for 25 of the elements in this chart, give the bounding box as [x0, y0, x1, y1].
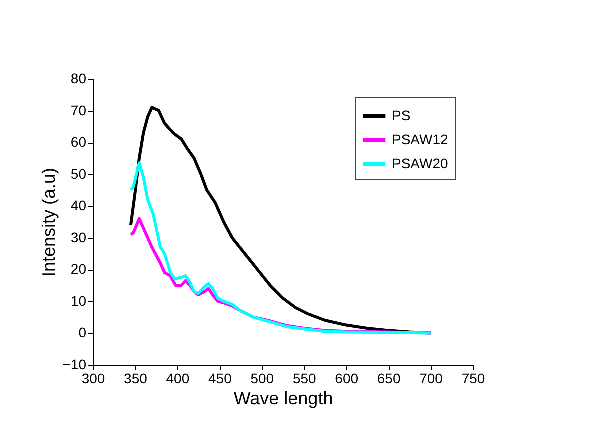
y-tick-label: 60: [70, 134, 87, 150]
x-tick-label: 650: [377, 370, 401, 386]
x-tick-label: 500: [250, 370, 274, 386]
x-tick-label: 400: [166, 370, 190, 386]
legend-label: PSAW20: [392, 156, 448, 172]
legend-label: PS: [392, 108, 411, 124]
y-tick-label: 40: [70, 198, 87, 214]
legend-label: PSAW12: [392, 132, 448, 148]
y-tick-label: 50: [70, 166, 87, 182]
y-tick-label: 10: [70, 292, 87, 309]
x-tick-label: 450: [208, 370, 232, 386]
x-tick-label: 750: [462, 370, 486, 386]
x-tick-label: 700: [420, 370, 444, 386]
y-tick-label: 30: [70, 229, 87, 246]
y-tick-label: −10: [62, 356, 87, 372]
y-tick-label: 80: [70, 70, 87, 86]
x-tick-label: 600: [335, 370, 359, 386]
x-tick-label: 550: [292, 370, 317, 386]
y-axis-title: Intensity (a.u): [38, 168, 59, 278]
y-tick-label: 20: [70, 261, 87, 278]
x-tick-label: 300: [82, 370, 106, 386]
x-axis-title: Wave length: [234, 388, 334, 408]
y-tick-label: 70: [70, 102, 87, 118]
x-tick-label: 350: [124, 370, 148, 386]
y-tick-label: 0: [78, 324, 87, 341]
